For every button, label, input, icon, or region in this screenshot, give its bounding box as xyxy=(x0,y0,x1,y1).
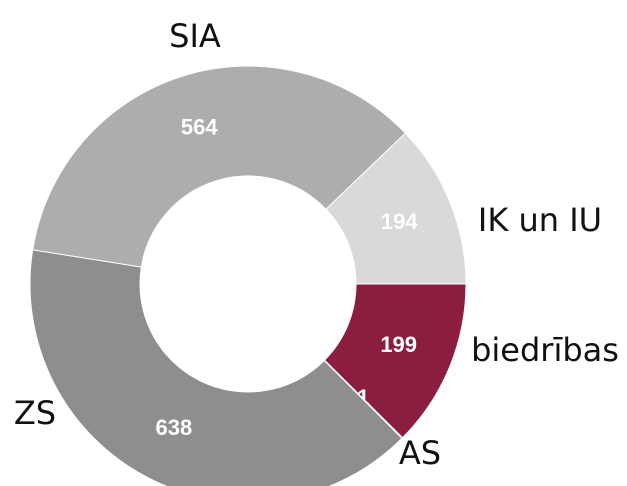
category-label: biedrības xyxy=(471,331,619,369)
category-label: SIA xyxy=(169,17,221,55)
category-label: AS xyxy=(399,434,441,472)
category-label: ZS xyxy=(14,394,56,432)
value-label: 194 xyxy=(381,209,418,234)
value-label: 638 xyxy=(156,415,193,440)
value-label: 199 xyxy=(380,332,417,357)
value-label: 564 xyxy=(181,114,218,139)
category-label: IK un IU xyxy=(478,201,602,239)
donut-slice xyxy=(29,249,403,486)
donut-slice xyxy=(32,65,407,268)
